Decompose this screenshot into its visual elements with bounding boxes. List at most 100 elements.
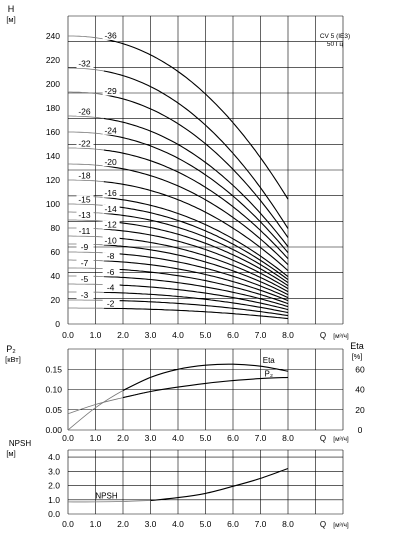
head-curve-extension bbox=[67, 67, 104, 72]
head-label-bg bbox=[102, 126, 120, 135]
power-curve-extension bbox=[67, 377, 151, 431]
eta-y-ticks: 0 20 40 60 bbox=[355, 364, 365, 435]
head-curve bbox=[103, 133, 289, 253]
head-curve bbox=[103, 70, 289, 229]
head-curve-extension bbox=[68, 235, 104, 238]
power-x-tick: 7.0 bbox=[255, 433, 267, 443]
head-label-bg bbox=[102, 267, 120, 277]
head-label-bg bbox=[76, 291, 94, 300]
head-curve bbox=[103, 212, 289, 284]
power-y-tick: 0.10 bbox=[45, 385, 62, 395]
head-axis-label: H bbox=[8, 4, 15, 14]
head-y-tick: 200 bbox=[46, 79, 60, 89]
head-curve-label: -9 bbox=[81, 242, 89, 252]
head-curve bbox=[103, 252, 289, 299]
power-x-axis-label: Q bbox=[320, 434, 326, 443]
head-curve-label: -18 bbox=[78, 170, 91, 180]
head-label-bg bbox=[76, 275, 94, 284]
head-curve-extension bbox=[68, 163, 104, 167]
head-curve-extension bbox=[68, 179, 104, 183]
head-x-tick: 8.0 bbox=[282, 330, 294, 340]
power-x-tick: 0.0 bbox=[62, 433, 74, 443]
head-label-bg bbox=[76, 107, 94, 116]
head-curve bbox=[103, 236, 289, 293]
head-curve-label: -15 bbox=[78, 194, 91, 204]
head-label-bg bbox=[76, 171, 94, 180]
npsh-x-tick: 3.0 bbox=[145, 519, 157, 529]
npsh-y-tick: 0.0 bbox=[48, 509, 60, 519]
power-x-tick: 2.0 bbox=[117, 433, 129, 443]
head-x-ticks: 0.0 1.0 2.0 3.0 4.0 5.0 6.0 7.0 8.0 bbox=[62, 330, 294, 340]
head-label-bg bbox=[76, 195, 94, 204]
head-curve-label: -12 bbox=[104, 220, 117, 230]
head-y-tick: 20 bbox=[51, 295, 61, 305]
power-x-axis-unit: [м³/ч] bbox=[333, 436, 349, 443]
head-x-tick: 0.0 bbox=[62, 330, 74, 340]
npsh-x-tick: 4.0 bbox=[172, 519, 184, 529]
head-curve-label: -32 bbox=[78, 59, 91, 69]
eta-y-tick: 20 bbox=[355, 405, 365, 415]
head-curve-label: -13 bbox=[78, 210, 91, 220]
head-label-bg bbox=[76, 59, 94, 69]
npsh-y-tick: 2.0 bbox=[48, 481, 60, 491]
npsh-series-label: NPSH bbox=[95, 491, 117, 500]
power-grid bbox=[67, 348, 344, 431]
head-curve bbox=[103, 228, 289, 290]
head-curve-extension bbox=[68, 203, 104, 206]
head-curve-label: -8 bbox=[107, 251, 115, 261]
head-label-bg bbox=[102, 236, 120, 245]
power-axis-unit: [кВт] bbox=[5, 355, 21, 364]
head-curve bbox=[103, 299, 289, 317]
head-x-tick: 2.0 bbox=[117, 330, 129, 340]
power-curve-extension bbox=[67, 391, 151, 415]
head-y-tick: 160 bbox=[46, 127, 60, 137]
power-x-ticks: 0.0 1.0 2.0 3.0 4.0 5.0 6.0 7.0 8.0 bbox=[62, 433, 294, 443]
eta-series-label: Eta bbox=[263, 356, 276, 365]
head-curve bbox=[103, 291, 289, 314]
head-label-bg bbox=[76, 227, 94, 236]
p2-curve bbox=[122, 376, 289, 399]
head-label-bg bbox=[102, 252, 120, 261]
eta-y-tick: 0 bbox=[358, 425, 363, 435]
npsh-x-tick: 1.0 bbox=[90, 519, 102, 529]
model-frequency: 50 Гц bbox=[327, 41, 344, 48]
head-curve-extension bbox=[68, 115, 104, 119]
head-label-bg bbox=[76, 259, 94, 268]
power-y-tick: 0.15 bbox=[45, 364, 62, 374]
head-curve bbox=[103, 94, 289, 238]
head-curve-extension bbox=[68, 219, 104, 222]
head-curve-label: -10 bbox=[104, 235, 117, 245]
head-x-tick: 3.0 bbox=[145, 330, 157, 340]
npsh-x-tick: 0.0 bbox=[62, 519, 74, 529]
power-y-tick: 0.05 bbox=[45, 405, 62, 415]
head-y-tick: 180 bbox=[46, 103, 60, 113]
power-x-tick: 3.0 bbox=[145, 433, 157, 443]
head-curve-extension bbox=[68, 147, 104, 151]
head-label-bg bbox=[102, 157, 120, 167]
head-curve-label: -2 bbox=[107, 298, 115, 308]
npsh-x-axis-label: Q bbox=[320, 520, 326, 529]
npsh-grid bbox=[67, 449, 344, 515]
head-curve-label: -6 bbox=[107, 267, 115, 277]
head-y-tick: 40 bbox=[51, 271, 61, 281]
head-label-bg bbox=[102, 220, 120, 230]
head-curve-labels: -2 -3 -4 -5 -6 -7 -8 -9 -10 -11 -12 -13 -14 -15 -16 -18… bbox=[76, 30, 120, 308]
npsh-x-tick: 2.0 bbox=[117, 519, 129, 529]
power-x-tick: 5.0 bbox=[200, 433, 212, 443]
head-x-axis-label: Q bbox=[320, 331, 326, 340]
npsh-axis-unit: [м] bbox=[6, 449, 15, 458]
head-label-bg bbox=[102, 189, 120, 198]
head-curve bbox=[103, 276, 289, 308]
head-x-axis-unit: [м³/ч] bbox=[333, 333, 349, 340]
head-curve-label: -20 bbox=[104, 157, 117, 167]
head-x-tick: 6.0 bbox=[227, 330, 239, 340]
power-y-ticks: 0.00 0.05 0.10 0.15 bbox=[45, 364, 62, 435]
eta-axis-unit: [%] bbox=[352, 352, 363, 361]
eta-curve bbox=[122, 363, 289, 391]
head-curve-label: -3 bbox=[81, 290, 89, 300]
head-curve bbox=[103, 204, 289, 281]
head-y-tick: 60 bbox=[51, 247, 61, 257]
p2-series-label: P₂ bbox=[265, 370, 273, 379]
head-y-tick: 100 bbox=[46, 199, 60, 209]
model-name: CV 5 (IE3) bbox=[320, 33, 350, 40]
